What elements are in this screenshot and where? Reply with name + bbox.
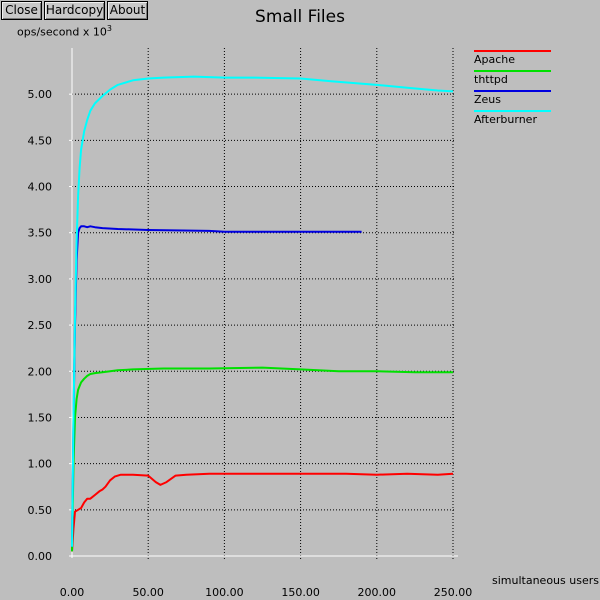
y-tick-label: 2.50 [28,319,53,332]
y-tick-label: 3.00 [28,273,53,286]
y-tick-label: 5.00 [28,88,53,101]
legend-label-afterburner: Afterburner [474,113,537,126]
x-tick-label: 0.00 [60,586,85,599]
legend-label-apache: Apache [474,53,515,66]
y-tick-label: 1.50 [28,411,53,424]
chart-title: Small Files [255,7,345,27]
x-tick-label: 250.00 [434,586,473,599]
hardcopy-button[interactable]: Hardcopy [44,1,105,20]
x-axis-label: simultaneous users [492,574,599,587]
y-axis-label: ops/second x 103 [17,24,112,39]
y-tick-label: 4.00 [28,181,53,194]
y-tick-label: 1.00 [28,458,53,471]
about-button[interactable]: About [107,1,148,20]
series-line-thttpd [71,366,453,552]
y-tick-label: 2.00 [28,365,53,378]
y-tick-label: 4.50 [28,134,53,147]
x-tick-label: 50.00 [132,586,164,599]
y-tick-label: 3.50 [28,227,53,240]
x-tick-label: 200.00 [358,586,397,599]
y-axis-label-exponent: 3 [106,24,112,33]
legend-label-thttpd: thttpd [474,73,508,86]
close-button[interactable]: Close [1,1,42,20]
y-tick-label: 0.00 [28,550,53,563]
y-tick-label: 0.50 [28,504,53,517]
series-line-afterburner [71,75,454,547]
y-axis-label-prefix: ops/second x 10 [17,25,107,39]
series-line-apache [71,472,454,552]
series-line-zeus [71,225,362,547]
x-tick-label: 150.00 [281,586,320,599]
legend-label-zeus: Zeus [474,93,501,106]
x-tick-label: 100.00 [205,586,244,599]
